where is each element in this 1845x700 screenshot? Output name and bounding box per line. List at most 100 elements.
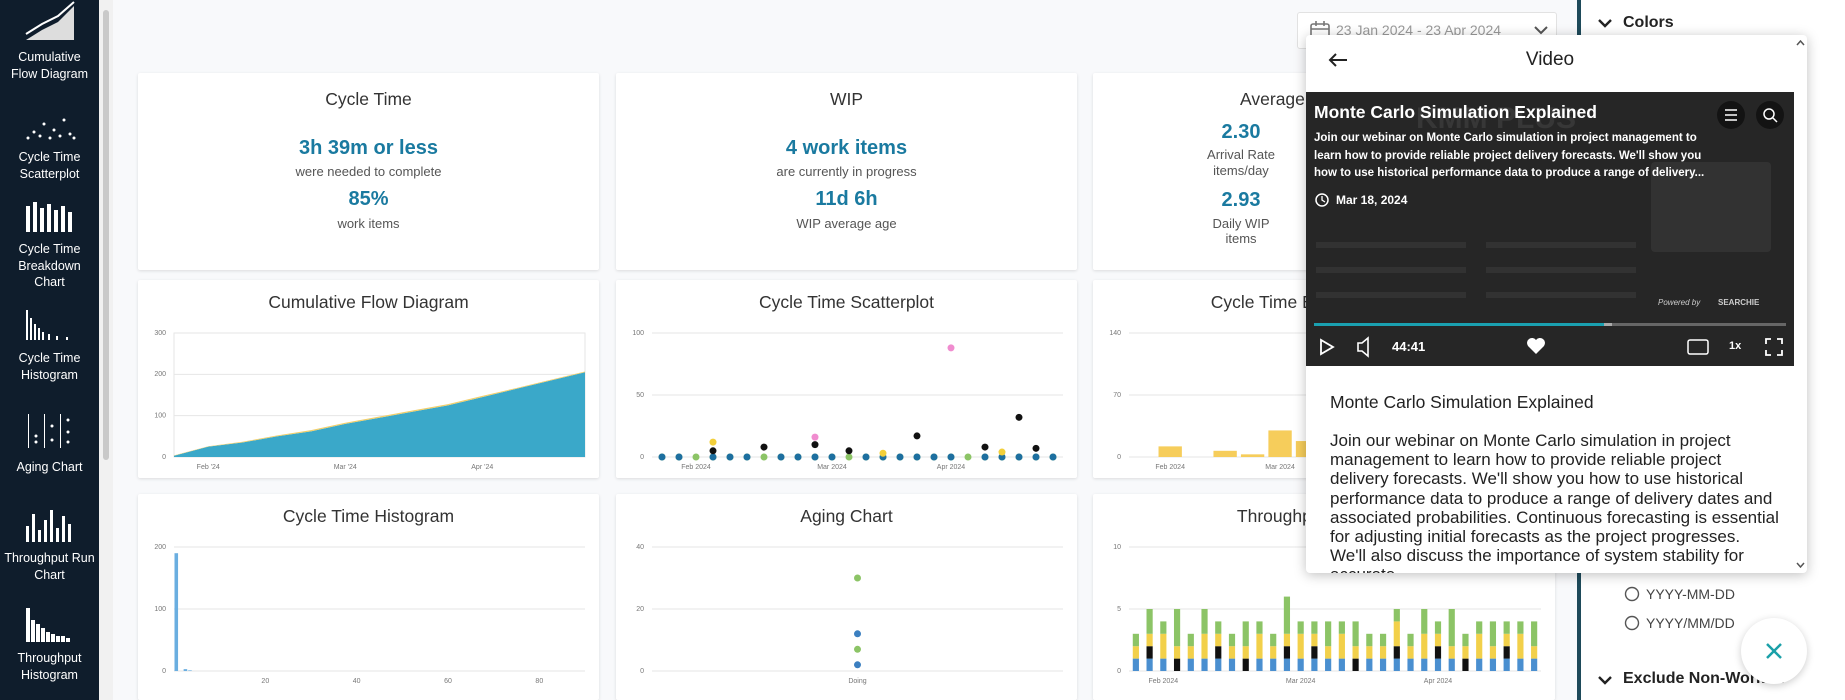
bar: [1352, 646, 1359, 659]
point: [1032, 444, 1040, 452]
bar: [1462, 646, 1469, 659]
radio-label[interactable]: YYYY/MM/DD: [1646, 615, 1735, 631]
point: [760, 453, 768, 461]
bar: [1201, 609, 1208, 634]
x-tick-label: Feb 2024: [1155, 464, 1185, 471]
bar: [1517, 658, 1524, 671]
point: [828, 453, 836, 461]
point: [879, 449, 887, 457]
metric-value: 2.93: [1221, 189, 1261, 211]
nav-item[interactable]: Throughput Histogram: [0, 606, 99, 683]
bar: [1434, 646, 1442, 659]
panel-scrollbar[interactable]: [1794, 35, 1807, 573]
bar: [1531, 646, 1538, 659]
x-tick-label: Feb '24: [197, 464, 220, 471]
bar: [1160, 633, 1167, 659]
x-tick-label: 20: [261, 678, 269, 685]
y-tick-label: 5: [1117, 606, 1121, 613]
bar: [1173, 609, 1181, 647]
scrollbar[interactable]: [99, 0, 113, 700]
chevron-icon[interactable]: [1598, 675, 1612, 685]
y-tick-label: 100: [154, 413, 166, 420]
bar: [1531, 621, 1538, 647]
bar: [1434, 621, 1442, 634]
bar: [1173, 658, 1181, 671]
point: [947, 344, 955, 352]
x-tick-label: Mar 2024: [1286, 678, 1316, 685]
bar: [1297, 633, 1304, 659]
video-player[interactable]: KMM PLUS Monte Carlo Simulation Explaine…: [1306, 92, 1794, 366]
bar: [174, 553, 179, 671]
bar: [1215, 621, 1222, 634]
radio-button[interactable]: [1624, 615, 1640, 631]
y-tick-label: 0: [640, 668, 644, 675]
section-header[interactable]: Exclude Non-Worki…: [1623, 670, 1786, 687]
nav-item[interactable]: Cycle Time Scatterplot: [0, 112, 99, 182]
metric-caption: are currently in progress: [776, 164, 917, 179]
point: [845, 453, 853, 461]
chart: 0 100 200 300 Feb '24 Mar '24 Apr '24: [154, 330, 586, 471]
chevron-icon[interactable]: [1598, 18, 1612, 28]
bar: [1407, 646, 1414, 659]
bar: [1489, 646, 1497, 659]
brand: SEARCHIE: [1718, 298, 1760, 307]
nav-item[interactable]: Cycle Time Histogram: [0, 308, 99, 383]
nav-item[interactable]: Aging Chart: [0, 412, 99, 476]
metric-caption: were needed to complete: [295, 164, 442, 179]
nav-item[interactable]: Throughput Run Chart: [0, 506, 99, 583]
bar: [1448, 658, 1455, 671]
metric-caption: items: [1225, 231, 1257, 246]
point: [854, 630, 861, 638]
chart-title: Cycle Time Histogram: [282, 506, 455, 526]
x-tick-label: Mar '24: [334, 464, 357, 471]
metric-column: 2.30 Arrival Rate items/day 2.93 Daily W…: [1161, 73, 1321, 270]
point: [709, 447, 717, 455]
nav-label: Aging Chart: [16, 460, 83, 474]
y-tick-label: 140: [1109, 330, 1121, 337]
radio-label[interactable]: YYYY-MM-DD: [1646, 586, 1735, 602]
point: [811, 433, 819, 441]
bar: [1311, 646, 1318, 659]
scrollbar-thumb[interactable]: [103, 10, 109, 460]
point: [896, 453, 904, 461]
video-summary: Join our webinar on Monte Carlo simulati…: [1314, 132, 1705, 179]
point: [811, 441, 819, 449]
video-panel: Video KMM PLUS Monte Carlo Simulation Ex…: [1306, 35, 1807, 573]
x-tick-label: Feb 2024: [681, 464, 711, 471]
back-button[interactable]: [1328, 52, 1348, 68]
bar: [1517, 621, 1524, 634]
video-title: Monte Carlo Simulation Explained: [1314, 102, 1597, 122]
bar: [1215, 633, 1222, 647]
playback-speed[interactable]: 1x: [1729, 340, 1742, 352]
point: [854, 661, 861, 669]
duration: 44:41: [1392, 339, 1426, 354]
nav-icon: [27, 414, 69, 448]
chart-panel: Aging Chart 0 20 40 Doing: [616, 494, 1077, 700]
y-tick-label: 0: [162, 668, 166, 675]
bar: [1268, 430, 1292, 457]
radio-button[interactable]: [1624, 586, 1640, 602]
bar: [1366, 658, 1373, 671]
metric-value: 4 work items: [785, 137, 908, 159]
bar: [1146, 609, 1153, 634]
bar: [1132, 633, 1139, 647]
card-title: Cycle Time: [325, 89, 412, 109]
point: [675, 453, 683, 461]
bar: [1201, 658, 1208, 671]
bar: [1393, 621, 1400, 647]
close-button[interactable]: [1741, 618, 1807, 684]
point: [709, 438, 717, 446]
bar: [1393, 609, 1400, 622]
nav-item[interactable]: Cumulative Flow Diagram: [0, 0, 99, 82]
bar: [1503, 633, 1510, 647]
nav-item[interactable]: Cycle Time Breakdown Chart: [0, 198, 99, 291]
bar: [1160, 621, 1167, 634]
section-header[interactable]: Colors: [1623, 14, 1674, 31]
y-tick-label: 100: [154, 606, 166, 613]
point: [854, 645, 861, 653]
bar: [1228, 633, 1236, 647]
bar: [1146, 633, 1153, 647]
bar: [1366, 633, 1373, 647]
bar: [1132, 646, 1139, 659]
x-tick-label: 80: [535, 678, 543, 685]
